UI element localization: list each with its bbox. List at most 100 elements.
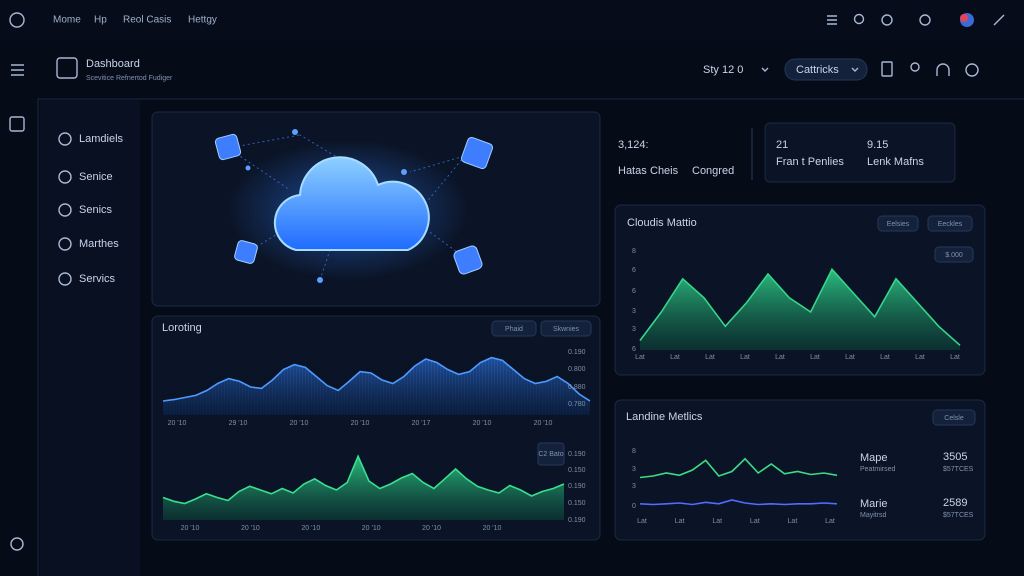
y-tick-label: 0.150 [568,467,586,474]
nav-link[interactable]: Hettgy [188,15,217,26]
user-icon[interactable] [910,62,920,72]
nav-link[interactable]: Hp [94,15,107,26]
legend-value: 3505 [943,451,967,463]
x-tick-label: Lat [950,354,960,361]
x-tick-label: Lat [825,518,835,525]
panel-button[interactable] [540,320,592,337]
button-label: Eeckles [938,221,963,228]
sidebar-menu: Lamdiels Senice Senics Marthes Servics [58,132,124,286]
line [639,499,838,506]
legend-name: Marie [860,498,888,510]
menu-item[interactable]: Lamdiels [79,133,124,145]
nav-link[interactable]: Reol Casis [123,15,171,26]
settings-icon[interactable] [881,14,893,26]
nav-link[interactable]: Mome [53,15,81,26]
x-tick-label: 20 '10 [181,525,200,532]
card-label: Fran t Penlies [776,156,844,168]
y-tick-label: 6 [632,267,636,274]
header-logo [56,57,78,79]
menu-icon [58,170,72,184]
landing-metrics-panel [614,399,986,541]
x-tick-label: 20 '10 [351,420,370,427]
x-tick-label: Lat [670,354,680,361]
panel-title: Cloudis Mattio [627,217,697,229]
sidebar [40,100,140,576]
menu-item[interactable]: Marthes [79,238,119,250]
x-tick-label: 20 '10 [483,525,502,532]
top-bar [0,0,1024,40]
y-tick-label: 0 [632,503,636,510]
clock-icon[interactable] [965,63,979,77]
x-tick-label: 20 '10 [534,420,553,427]
legend: Mape Peatmirsed 3505 $57TCES Marie Mayitrsd 25… [860,451,974,519]
clipboard-icon[interactable] [881,61,893,77]
dropdown[interactable] [784,58,868,81]
cloud-illustration [214,129,494,283]
panel-button[interactable] [877,215,919,232]
y-tick-label: 0.800 [568,366,586,373]
search-icon[interactable] [853,13,865,25]
x-tick-label: Lat [915,354,925,361]
stat-label: Congred [692,165,734,177]
home-icon[interactable] [936,63,950,76]
date-selector[interactable]: Sty 12 0 [703,64,743,76]
menu-icon [58,203,72,217]
menu-item[interactable]: Servics [79,273,116,285]
x-tick-label: Lat [750,518,760,525]
panel-title: Landine Metlics [626,411,703,423]
panel-button[interactable] [932,409,976,426]
menu-item[interactable]: Senice [79,171,113,183]
line [639,457,838,479]
link-icon[interactable] [993,14,1005,26]
x-tick-label: 20 '10 [241,525,260,532]
menu-icon [58,237,72,251]
page-title: Dashboard [86,58,140,70]
dropdown-label: Cattricks [796,64,839,76]
x-tick-label: 20 '10 [168,420,187,427]
stat-card [764,122,956,183]
x-tick-label: Lat [845,354,855,361]
x-tick-label: 29 '10 [229,420,248,427]
button-label: Eelsies [887,221,910,228]
card-label: Lenk Mafns [867,156,924,168]
panel-button[interactable] [927,215,973,232]
x-tick-label: Lat [675,518,685,525]
card-value: 9.15 [867,139,888,151]
legend-sub: Peatmirsed [860,466,896,473]
side-icon[interactable] [9,116,25,132]
shield-icon[interactable] [10,537,24,551]
x-tick-label: Lat [637,518,647,525]
x-tick-label: Lat [705,354,715,361]
y-tick-label: 3 [632,466,636,473]
menu-icon[interactable] [827,15,837,25]
menu-icon [58,272,72,286]
x-tick-label: Lat [775,354,785,361]
y-tick-label: 0.190 [568,483,586,490]
button-label: Celsle [944,415,964,422]
y-tick-label: 0.190 [568,451,586,458]
x-tick-label: Lat [740,354,750,361]
x-tick-label: Lat [788,518,798,525]
stat-label: Cheis [650,165,679,177]
y-tick-label: 8 [632,448,636,455]
line [162,454,565,505]
globe-icon[interactable] [919,14,931,26]
button-label: Skwnies [553,326,580,333]
x-tick-label: 20 '10 [473,420,492,427]
legend-note: $57TCES [943,466,974,473]
x-tick-label: 20 '10 [301,525,320,532]
hamburger[interactable] [11,64,24,76]
x-tick-label: 20 '17 [412,420,431,427]
line [639,267,961,346]
x-tick-label: 20 '10 [422,525,441,532]
panel-button[interactable] [491,320,537,337]
page-subtitle: Scevitice Refnertod Fudiger [86,75,173,82]
y-tick-label: 3 [632,483,636,490]
avatar-dot [960,14,968,22]
area [163,456,564,520]
menu-item[interactable]: Senics [79,204,113,216]
app-logo[interactable] [9,12,25,28]
badge-label: $.000 [945,252,963,259]
badge [934,246,974,263]
